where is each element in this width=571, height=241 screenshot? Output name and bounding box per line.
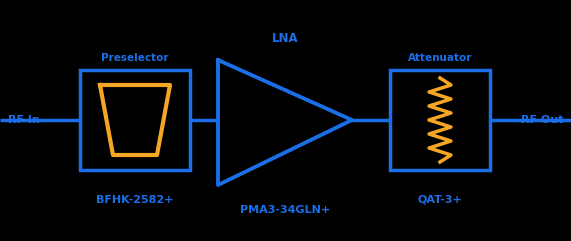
Text: QAT-3+: QAT-3+ xyxy=(417,195,463,205)
Polygon shape xyxy=(218,60,352,185)
Text: Attenuator: Attenuator xyxy=(408,53,472,63)
Text: Preselector: Preselector xyxy=(101,53,169,63)
Text: PMA3-34GLN+: PMA3-34GLN+ xyxy=(240,205,330,215)
Text: LNA: LNA xyxy=(272,32,298,45)
Text: RF In: RF In xyxy=(8,115,40,125)
Text: RF Out: RF Out xyxy=(521,115,563,125)
Bar xyxy=(80,70,190,170)
Bar xyxy=(390,70,490,170)
Text: BFHK-2582+: BFHK-2582+ xyxy=(96,195,174,205)
